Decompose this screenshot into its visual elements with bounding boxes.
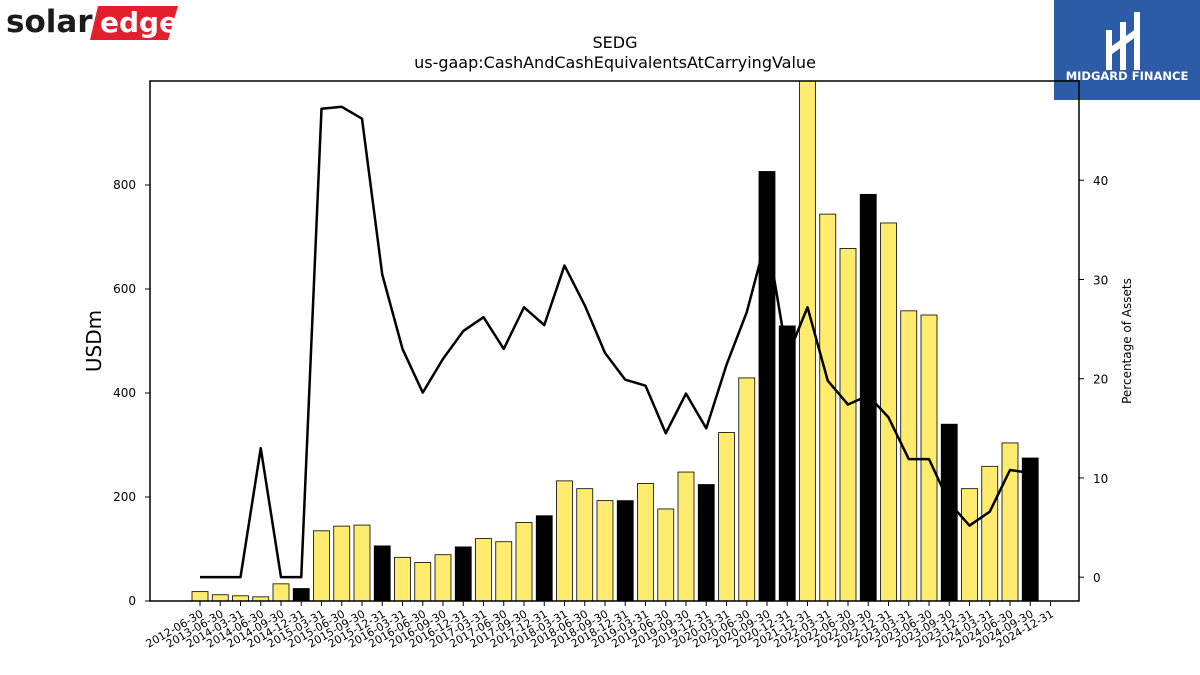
solaredge-logo: solar edge (6, 2, 181, 42)
bar (394, 556, 411, 602)
solaredge-logo-edge: edge (100, 6, 178, 39)
bar (353, 524, 371, 602)
midgard-mark-bar-3 (1134, 12, 1140, 70)
solaredge-logo-badge (90, 6, 178, 40)
bar (637, 483, 654, 602)
bar (495, 541, 513, 602)
solaredge-logo-solar: solar (6, 4, 93, 40)
bar (900, 310, 918, 602)
bar (697, 484, 715, 602)
bar (1021, 457, 1039, 602)
bar (1001, 442, 1019, 602)
bar (191, 591, 209, 602)
y-tick-label: 800 (113, 178, 136, 192)
bar (454, 546, 472, 602)
y-tick-label: 0 (128, 594, 136, 608)
bar (515, 522, 533, 602)
bar (292, 588, 310, 602)
bar (657, 508, 675, 602)
bar (313, 530, 330, 602)
y-tick-label: 400 (113, 386, 136, 400)
bar (535, 515, 553, 602)
y2-axis-label: Percentage of Assets (1120, 278, 1134, 404)
bar (576, 488, 594, 602)
y2-tick-label: 10 (1093, 472, 1108, 486)
bars-layer (191, 80, 1039, 602)
bar (738, 377, 756, 602)
bar (596, 500, 614, 602)
bar (556, 480, 573, 602)
bar (839, 248, 857, 602)
bar (961, 488, 978, 602)
plot-frame (149, 80, 1080, 602)
line-layer (200, 105, 1031, 579)
bar (414, 562, 432, 602)
y2-tick-label: 20 (1093, 373, 1108, 387)
y2-tick-label: 0 (1093, 571, 1101, 585)
y-axis-label: USDm (82, 310, 106, 372)
bar (373, 545, 391, 602)
left-axis-ticks: 0 200 400 600 800 (113, 178, 150, 608)
y2-tick-label: 40 (1093, 174, 1108, 188)
bar (272, 583, 290, 602)
bar (475, 538, 492, 602)
bar (232, 595, 249, 602)
midgard-mark-bar-1 (1106, 30, 1112, 70)
bar (434, 554, 452, 602)
midgard-mark-slash (1112, 26, 1140, 54)
chart-subtitle: us-gaap:CashAndCashEquivalentsAtCarrying… (414, 53, 816, 72)
bar (333, 525, 351, 602)
bar (799, 80, 816, 602)
bar (819, 213, 837, 602)
bar (981, 465, 999, 602)
x-axis-ticks: 2012-06-302013-06-302014-03-312014-06-30… (144, 601, 1056, 651)
chart-title: SEDG (593, 33, 638, 52)
bar (940, 423, 958, 602)
y2-tick-label: 30 (1093, 273, 1108, 287)
right-axis-ticks: 0 10 20 30 40 (1079, 174, 1108, 585)
bar (778, 325, 796, 602)
bar (718, 432, 735, 602)
midgard-logo-text: MIDGARD FINANCE (1066, 69, 1189, 83)
bar (211, 594, 229, 602)
y-tick-label: 200 (113, 490, 136, 504)
bar (616, 500, 634, 602)
percentage-line (200, 105, 1031, 579)
bar (677, 471, 695, 602)
y-tick-label: 600 (113, 282, 136, 296)
